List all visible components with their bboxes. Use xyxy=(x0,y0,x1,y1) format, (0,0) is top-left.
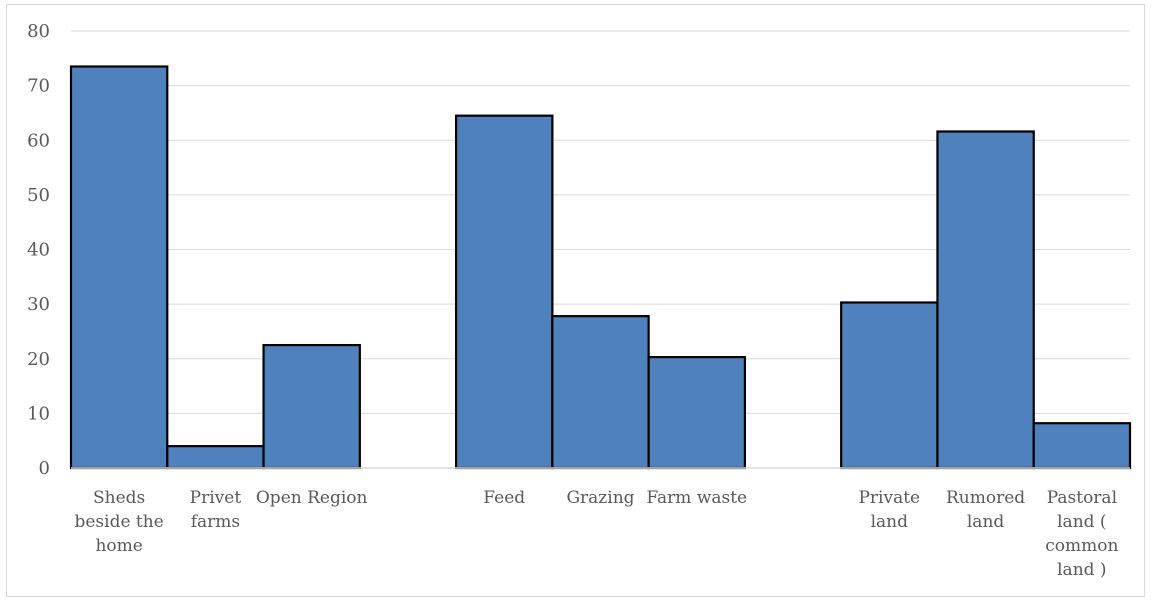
bar xyxy=(69,65,169,470)
bar xyxy=(551,315,650,470)
x-category-label: Open Region xyxy=(256,488,368,508)
y-tick-label: 30 xyxy=(27,294,50,315)
x-category-label: Private land xyxy=(858,488,920,532)
y-tick-label: 20 xyxy=(27,349,50,370)
y-axis-ticks: 0 10 20 30 40 50 60 70 80 xyxy=(27,21,50,479)
x-category-label: Rumored land xyxy=(946,488,1025,532)
bar xyxy=(1032,422,1132,470)
bars xyxy=(69,65,1132,470)
x-axis-category-labels: Sheds beside the home Privet farms Open Regio… xyxy=(74,488,1118,580)
y-tick-label: 40 xyxy=(27,240,50,261)
x-category-label: Grazing xyxy=(566,488,634,508)
y-tick-label: 70 xyxy=(27,76,50,97)
bar xyxy=(454,114,554,470)
x-category-label: Privet farms xyxy=(190,488,242,532)
bar xyxy=(936,130,1035,470)
bar xyxy=(647,356,747,470)
bar xyxy=(262,343,361,470)
y-tick-label: 50 xyxy=(27,185,50,206)
x-category-label: Sheds beside the home xyxy=(74,488,163,556)
bar xyxy=(166,445,265,470)
y-tick-label: 60 xyxy=(27,130,50,151)
x-category-label: Farm waste xyxy=(646,488,747,508)
y-tick-label: 10 xyxy=(27,403,50,424)
y-tick-label: 80 xyxy=(27,21,50,42)
bar xyxy=(840,301,939,470)
y-tick-label: 0 xyxy=(39,458,50,479)
x-category-label: Feed xyxy=(483,488,525,508)
x-category-label: Pastoral land (common land ) xyxy=(1045,488,1118,580)
